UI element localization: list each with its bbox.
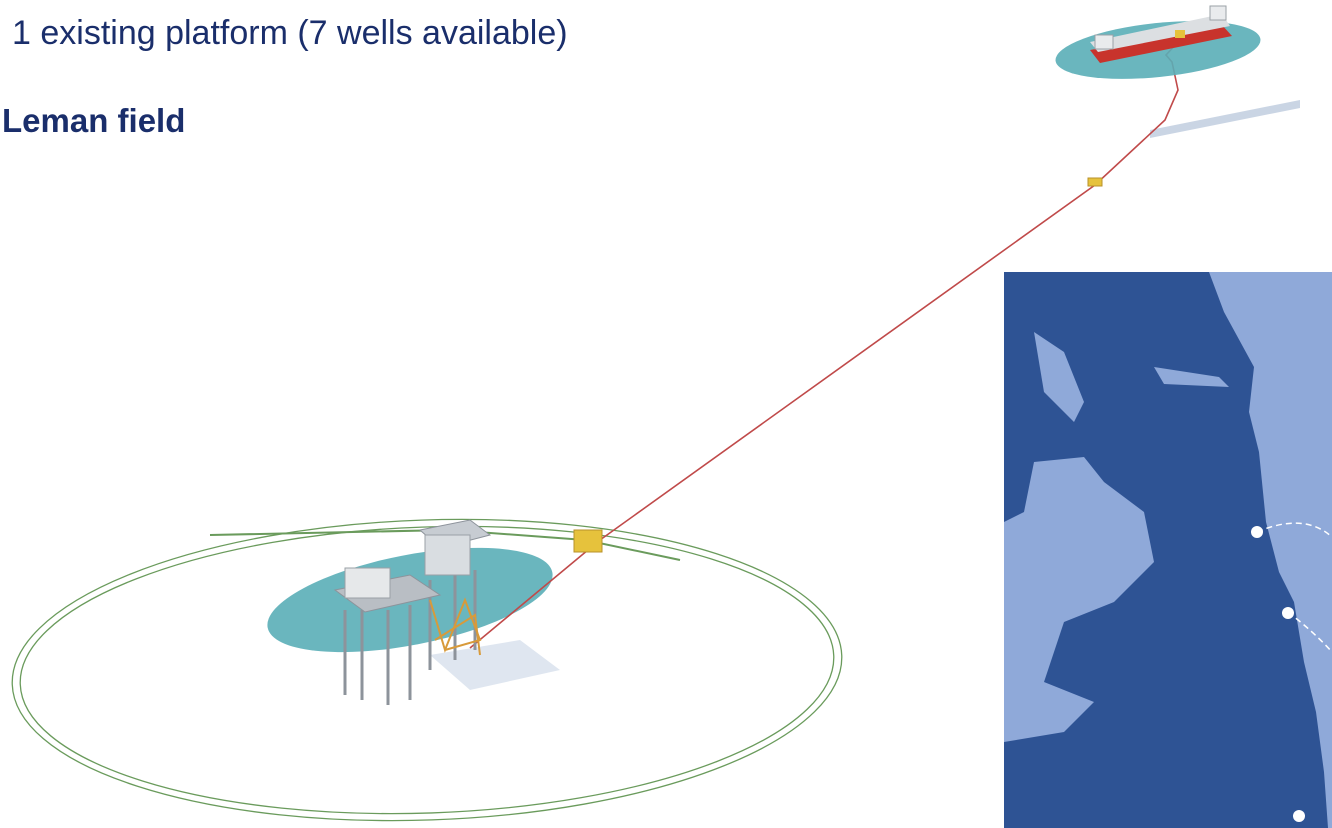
platform-shadow: [430, 640, 560, 690]
pipeline-valve: [1087, 177, 1103, 187]
field-boundary-ring: [11, 518, 843, 822]
subsea-manifold: [573, 529, 603, 553]
vessel-shadow: [1150, 100, 1300, 138]
platform-deck: [333, 519, 492, 613]
map-marker: [1293, 810, 1305, 822]
uk-location-map: [1004, 272, 1332, 828]
map-marker: [1251, 526, 1263, 538]
fpso-vessel: [1090, 5, 1232, 63]
field-title: Leman field: [2, 102, 186, 139]
map-landmass: [1004, 272, 1328, 828]
infield-line: [209, 528, 681, 561]
map-shipping-route: [1256, 522, 1332, 538]
map-marker: [1282, 607, 1294, 619]
caption: 1 existing platform (7 wells available): [12, 14, 568, 52]
map-estuary: [1154, 367, 1229, 387]
platform-legs: [343, 570, 477, 705]
map-inlet: [1034, 332, 1084, 422]
platform-jacket: [429, 597, 482, 656]
